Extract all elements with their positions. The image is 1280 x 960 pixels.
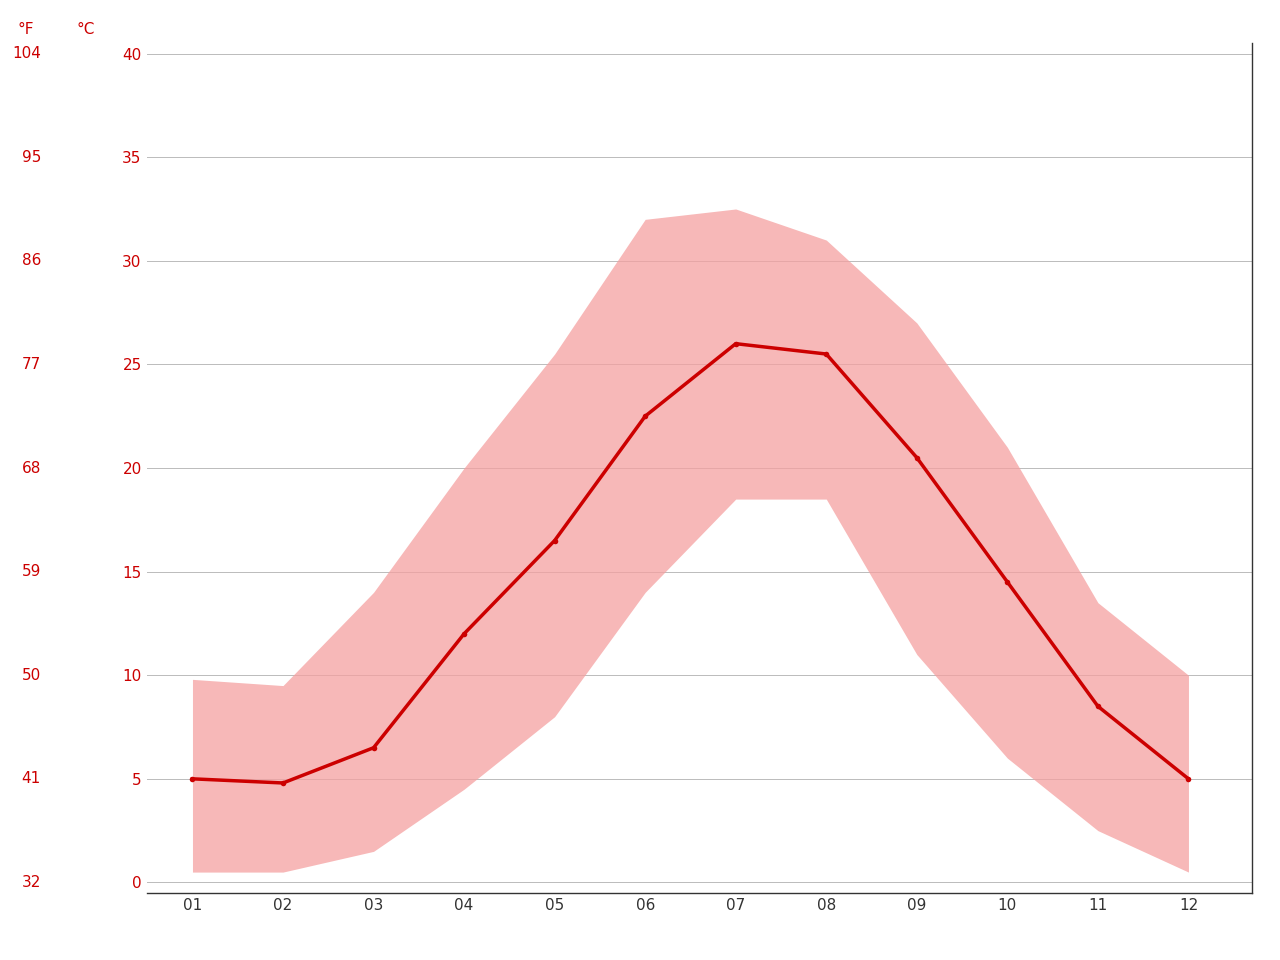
Text: 86: 86 — [22, 253, 41, 268]
Text: 59: 59 — [22, 564, 41, 579]
Text: °C: °C — [77, 22, 95, 37]
Text: 95: 95 — [22, 150, 41, 165]
Text: 104: 104 — [12, 46, 41, 61]
Text: 68: 68 — [22, 461, 41, 475]
Text: 77: 77 — [22, 357, 41, 372]
Text: 50: 50 — [22, 668, 41, 683]
Text: °F: °F — [18, 22, 33, 37]
Text: 41: 41 — [22, 771, 41, 786]
Text: 32: 32 — [22, 875, 41, 890]
